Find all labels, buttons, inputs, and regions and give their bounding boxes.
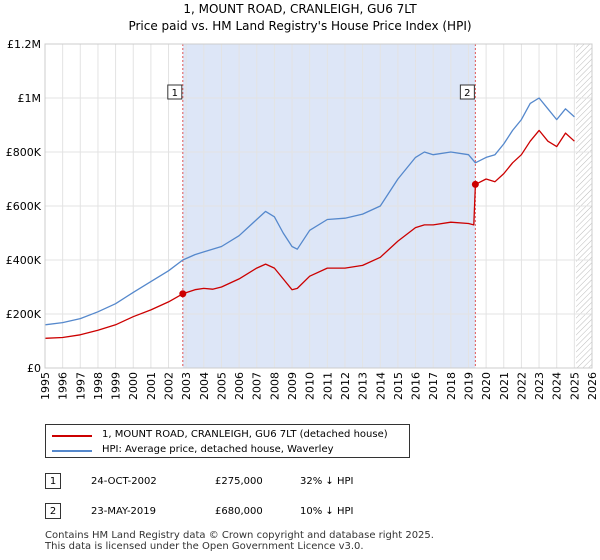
- x-tick-label: 2023: [533, 372, 546, 400]
- x-tick-label: 1999: [110, 372, 123, 400]
- transaction-date-2: 23-MAY-2019: [91, 506, 157, 517]
- y-tick-label: £600K: [6, 200, 42, 213]
- y-tick-label: £800K: [6, 146, 42, 159]
- sale-point-2: [471, 180, 479, 188]
- x-tick-label: 2007: [251, 372, 264, 400]
- y-tick-label: £1.2M: [7, 38, 41, 51]
- price-chart: 1, MOUNT ROAD, CRANLEIGH, GU6 7LT Price …: [6, 2, 599, 400]
- legend-swatch-property: [52, 435, 92, 437]
- x-tick-label: 2018: [445, 372, 458, 400]
- transaction-date-1: 24-OCT-2002: [91, 476, 157, 487]
- x-tick-label: 2021: [498, 372, 511, 400]
- x-tick-label: 2020: [480, 372, 493, 400]
- footer: Contains HM Land Registry data © Crown c…: [45, 530, 434, 552]
- x-tick-label: 2016: [410, 372, 423, 400]
- x-tick-label: 2009: [286, 372, 299, 400]
- annotation-label-2: 2: [464, 88, 470, 99]
- legend-label-hpi: HPI: Average price, detached house, Wave…: [102, 444, 334, 455]
- x-tick-label: 2002: [163, 372, 176, 400]
- x-tick-label: 2008: [268, 372, 281, 400]
- chart-subtitle: Price paid vs. HM Land Registry's House …: [128, 19, 471, 33]
- plot-frame: [44, 43, 593, 369]
- series-line-property: [44, 129, 575, 339]
- x-tick-label: 2006: [233, 372, 246, 400]
- transaction-hpi-1: 32% ↓ HPI: [300, 476, 354, 487]
- x-tick-label: 2014: [374, 372, 387, 400]
- x-tick-label: 2017: [427, 372, 440, 400]
- x-tick-label: 2015: [392, 372, 405, 400]
- legend-swatch-hpi: [52, 450, 92, 452]
- transaction-price-2: £680,000: [215, 506, 263, 517]
- x-tick-label: 2003: [180, 372, 193, 400]
- footer-line-1: Contains HM Land Registry data © Crown c…: [45, 530, 434, 541]
- legend-label-property: 1, MOUNT ROAD, CRANLEIGH, GU6 7LT (detac…: [102, 429, 388, 440]
- y-tick-label: £200K: [6, 308, 42, 321]
- chart-title: 1, MOUNT ROAD, CRANLEIGH, GU6 7LT: [183, 2, 417, 16]
- x-tick-label: 2000: [127, 372, 140, 400]
- transaction-marker-1: 1: [45, 473, 61, 489]
- x-tick-label: 2024: [551, 372, 564, 400]
- transaction-marker-2: 2: [45, 503, 61, 519]
- x-tick-label: 2001: [145, 372, 158, 400]
- series-line-hpi: [44, 97, 575, 326]
- transaction-hpi-2: 10% ↓ HPI: [300, 506, 354, 517]
- x-tick-label: 2025: [568, 372, 581, 400]
- x-tick-label: 2022: [515, 372, 528, 400]
- x-tick-label: 1997: [74, 372, 87, 400]
- x-tick-label: 2005: [215, 372, 228, 400]
- y-tick-label: £0: [27, 362, 41, 375]
- annotation-label-1: 1: [172, 88, 178, 99]
- x-tick-label: 1996: [57, 372, 70, 400]
- x-tick-label: 1995: [39, 372, 52, 400]
- annotation-box-2: [459, 84, 475, 100]
- y-tick-label: £400K: [6, 254, 42, 267]
- x-tick-label: 2013: [357, 372, 370, 400]
- x-tick-label: 2012: [339, 372, 352, 400]
- x-tick-label: 2010: [304, 372, 317, 400]
- sale-point-1: [179, 290, 187, 298]
- y-tick-label: £1M: [18, 92, 42, 105]
- x-tick-label: 2019: [462, 372, 475, 400]
- x-tick-label: 2011: [321, 372, 334, 400]
- transaction-price-1: £275,000: [215, 476, 263, 487]
- footer-line-2: This data is licensed under the Open Gov…: [45, 541, 364, 552]
- annotation-box-1: [167, 84, 183, 100]
- x-tick-label: 1998: [92, 372, 105, 400]
- legend: 1, MOUNT ROAD, CRANLEIGH, GU6 7LT (detac…: [45, 424, 410, 458]
- x-tick-label: 2004: [198, 372, 211, 400]
- x-tick-label: 2026: [586, 372, 599, 400]
